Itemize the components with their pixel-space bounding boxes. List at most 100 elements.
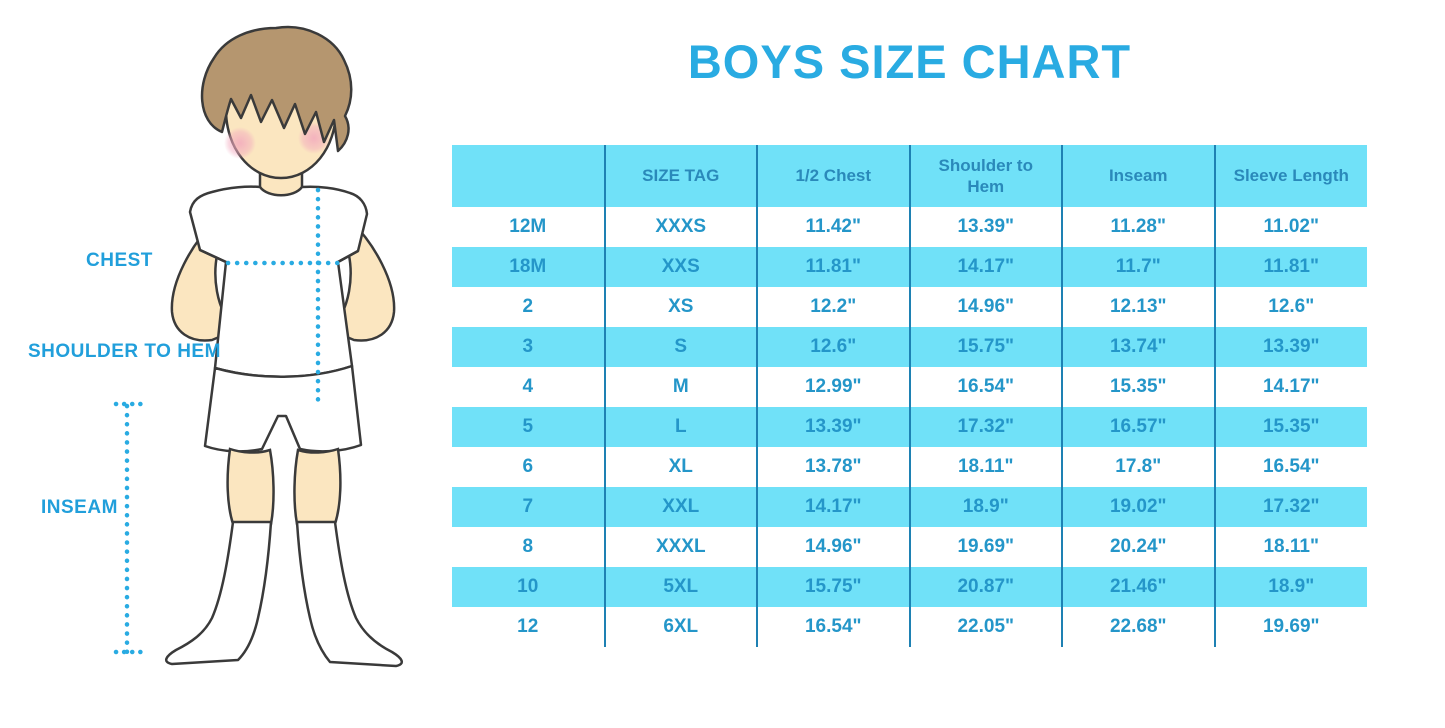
table-row: 12M XXXS 11.42" 13.39" 11.28" 11.02" xyxy=(452,207,1367,247)
measurement-figure: CHEST SHOULDER TO HEM INSEAM xyxy=(0,0,445,723)
table-cell: 13.39" xyxy=(1213,327,1367,367)
right-sock-shape xyxy=(295,520,404,668)
table-cell: 16.54" xyxy=(756,607,910,647)
table-cell: 19.02" xyxy=(1061,487,1215,527)
table-cell: 20.24" xyxy=(1061,527,1215,567)
table-cell: 15.75" xyxy=(756,567,910,607)
table-cell: 17.32" xyxy=(908,407,1062,447)
table-cell: 18M xyxy=(452,247,605,287)
table-cell: 10 xyxy=(452,567,605,607)
table-cell: 16.57" xyxy=(1061,407,1215,447)
table-row: 3 S 12.6" 15.75" 13.74" 13.39" xyxy=(452,327,1367,367)
size-chart-header: SIZE TAG 1/2 Chest Shoulder to Hem Inseam Sl… xyxy=(452,145,1367,207)
left-sock-shape xyxy=(164,520,273,666)
table-cell: S xyxy=(603,327,757,367)
table-cell: 4 xyxy=(522,376,534,397)
table-row: 5 L 13.39" 17.32" 16.57" 15.35" xyxy=(452,407,1367,447)
table-cell: 14.96" xyxy=(756,527,910,567)
right-leg-shape xyxy=(293,447,342,526)
table-cell: 16.54" xyxy=(908,367,1062,407)
table-cell: 11.02" xyxy=(1213,207,1367,247)
hair-shape xyxy=(200,25,353,153)
right-sleeve-seam xyxy=(337,249,359,264)
table-cell: 12.2" xyxy=(756,287,910,327)
table-cell: XXXS xyxy=(603,207,757,247)
table-cell: XXS xyxy=(603,247,757,287)
table-cell: 18.9" xyxy=(1213,567,1367,607)
table-cell: M xyxy=(603,367,757,407)
column-header: SIZE TAG xyxy=(603,145,757,207)
column-header: Sleeve Length xyxy=(1213,145,1367,207)
table-cell: 7 xyxy=(452,487,605,527)
table-cell: 17.8" xyxy=(1061,447,1215,487)
column-header: 1/2 Chest xyxy=(756,145,910,207)
table-cell: 19.69" xyxy=(908,527,1062,567)
chest-label: CHEST xyxy=(86,250,153,271)
table-cell: 12 xyxy=(517,616,539,637)
table-cell: 18.11" xyxy=(1213,527,1367,567)
table-cell: XL xyxy=(603,447,757,487)
table-cell: 3 xyxy=(452,327,605,367)
column-header xyxy=(452,145,605,207)
table-cell: 15.35" xyxy=(1061,367,1215,407)
column-header: Inseam xyxy=(1061,145,1215,207)
table-cell: 13.74" xyxy=(1061,327,1215,367)
table-row: 18M XXS 11.81" 14.17" 11.7" 11.81" xyxy=(452,247,1367,287)
table-cell: 15.35" xyxy=(1213,407,1367,447)
table-cell: 13.39" xyxy=(756,407,910,447)
header-row: SIZE TAG 1/2 Chest Shoulder to Hem Inseam Sl… xyxy=(452,145,1367,207)
table-cell: 13.78" xyxy=(756,447,910,487)
table-cell: 5 xyxy=(452,407,605,447)
boy-illustration xyxy=(113,25,404,668)
table-cell: 21.46" xyxy=(1061,567,1215,607)
shoulder-to-hem-label: SHOULDER TO HEM xyxy=(28,341,221,362)
table-cell: 8 xyxy=(522,536,534,557)
table-cell: 6 xyxy=(522,456,534,477)
right-arm-shape xyxy=(328,220,396,342)
table-cell: 11.7" xyxy=(1061,247,1215,287)
table-row: 10 5XL 15.75" 20.87" 21.46" 18.9" xyxy=(452,567,1367,607)
table-cell: 18.9" xyxy=(908,487,1062,527)
table-cell: 6XL xyxy=(603,607,757,647)
table-cell: 12.6" xyxy=(1213,287,1367,327)
table-row: 8 XXXL 14.96" 19.69" 20.24" 18.11" xyxy=(452,527,1367,567)
table-row: 6 XL 13.78" 18.11" 17.8" 16.54" xyxy=(452,447,1367,487)
table-cell: 22.68" xyxy=(1061,607,1215,647)
inseam-dimension-line xyxy=(113,401,144,655)
table-cell: 12.6" xyxy=(756,327,910,367)
table-cell: L xyxy=(603,407,757,447)
table-cell: 14.17" xyxy=(908,247,1062,287)
table-cell: 12.13" xyxy=(1061,287,1215,327)
table-row: 12 6XL 16.54" 22.05" 22.68" 19.69" xyxy=(452,607,1367,647)
size-chart-table: SIZE TAG 1/2 Chest Shoulder to Hem Inseam Sl… xyxy=(452,145,1367,647)
table-cell: 2 xyxy=(522,296,534,317)
table-cell: 11.81" xyxy=(756,247,910,287)
table-cell: 11.81" xyxy=(1213,247,1367,287)
inseam-label: INSEAM xyxy=(41,497,118,518)
page-title: BOYS SIZE CHART xyxy=(687,35,1132,88)
table-row: 4 M 12.99" 16.54" 15.35" 14.17" xyxy=(452,367,1367,407)
left-leg-shape xyxy=(226,447,275,526)
table-cell: XS xyxy=(603,287,757,327)
table-cell: 22.05" xyxy=(908,607,1062,647)
table-cell: XXL xyxy=(603,487,757,527)
table-row: 2 XS 12.2" 14.96" 12.13" 12.6" xyxy=(452,287,1367,327)
table-cell: 14.96" xyxy=(908,287,1062,327)
table-cell: 12.99" xyxy=(756,367,910,407)
table-cell: 18.11" xyxy=(908,447,1062,487)
table-row: 7 XXL 14.17" 18.9" 19.02" 17.32" xyxy=(452,487,1367,527)
table-cell: 15.75" xyxy=(908,327,1062,367)
left-cheek-blush xyxy=(224,127,256,159)
table-cell: 14.17" xyxy=(756,487,910,527)
table-cell: 16.54" xyxy=(1213,447,1367,487)
table-cell: XXXL xyxy=(603,527,757,567)
table-cell: 14.17" xyxy=(1213,367,1367,407)
table-cell: 12M xyxy=(509,216,547,237)
table-cell: 11.42" xyxy=(756,207,910,247)
table-cell: 19.69" xyxy=(1213,607,1367,647)
size-chart-body: 12M XXXS 11.42" 13.39" 11.28" 11.02" 18M XXS 11.… xyxy=(452,207,1367,647)
table-cell: 5XL xyxy=(603,567,757,607)
table-cell: 13.39" xyxy=(908,207,1062,247)
table-cell: 17.32" xyxy=(1213,487,1367,527)
table-cell: 11.28" xyxy=(1061,207,1215,247)
